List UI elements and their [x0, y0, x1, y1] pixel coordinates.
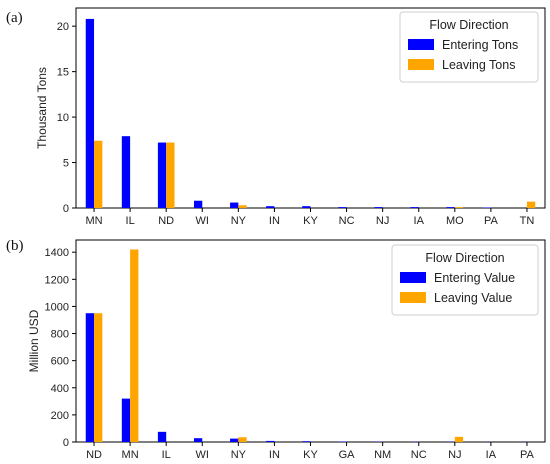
bar-entering-il — [121, 136, 131, 208]
bar-leaving-mo — [454, 207, 464, 208]
chart-layer: 0 5 10 15 20 Thousand Tons MN IL ND WI NY IN KY NC NJ I… — [27, 7, 546, 461]
bar-leaving-mn — [130, 249, 139, 442]
y-tick-label: 800 — [51, 329, 69, 341]
legend: Flow Direction Entering Value Leaving Valu… — [391, 244, 539, 316]
legend-swatch-entering — [408, 39, 434, 50]
bar-entering-in — [266, 206, 275, 208]
y-tick-label: 10 — [57, 112, 69, 124]
bar-leaving-ny — [238, 437, 247, 442]
bar-leaving-mn — [94, 140, 103, 208]
bar-entering-nc — [338, 207, 347, 208]
y-tick-label: 600 — [51, 356, 69, 368]
bar-entering-ny — [230, 202, 239, 208]
x-tick-label: IA — [414, 215, 425, 227]
legend-box — [399, 11, 539, 83]
y-tick-label: 1000 — [45, 301, 69, 313]
x-tick-label: GA — [339, 449, 356, 461]
bar-entering-ny — [230, 438, 239, 442]
legend-swatch-leaving — [400, 292, 426, 303]
x-tick-label: IL — [162, 449, 171, 461]
legend-entry-leaving: Leaving Value — [434, 291, 512, 305]
legend-swatch-leaving — [408, 59, 434, 70]
bar-leaving-nd — [166, 142, 175, 208]
x-tick-label: IN — [269, 449, 280, 461]
x-tick-label: IA — [486, 449, 497, 461]
chart-panel-a: 0 5 10 15 20 Thousand Tons MN IL ND WI NY IN KY NC NJ I… — [35, 7, 546, 227]
x-tick-label: PA — [520, 449, 535, 461]
x-tick-label: MN — [85, 215, 102, 227]
y-tick-label: 1400 — [45, 247, 69, 259]
x-tick-label: KY — [303, 215, 318, 227]
bar-entering-nj — [374, 207, 383, 208]
legend-title: Flow Direction — [429, 18, 508, 32]
x-tick-label: PA — [484, 215, 499, 227]
bar-entering-nd — [85, 313, 95, 442]
y-tick-label: 15 — [57, 67, 69, 79]
x-tick-label: WI — [196, 449, 209, 461]
legend-entry-entering: Entering Value — [434, 271, 515, 285]
bar-entering-ky — [302, 206, 311, 208]
legend-swatch-entering — [400, 272, 426, 283]
y-tick-label: 1200 — [45, 274, 69, 286]
y-axis-label: Million USD — [27, 309, 41, 372]
y-tick-label: 400 — [51, 383, 69, 395]
bar-entering-wi — [193, 438, 203, 442]
x-tick-label: NY — [231, 449, 247, 461]
bar-entering-ky — [302, 441, 311, 442]
x-tick-label: ND — [86, 449, 102, 461]
legend-title: Flow Direction — [425, 251, 504, 265]
x-tick-label: NM — [374, 449, 391, 461]
x-tick-label: NC — [339, 215, 355, 227]
x-tick-label: NJ — [376, 215, 389, 227]
legend: Flow Direction Entering Tons Leaving Tons — [399, 11, 539, 83]
x-tick-label: MO — [446, 215, 464, 227]
chart-panel-b: 0 200 400 600 800 1000 1200 1400 Million USD ND MN… — [27, 239, 546, 461]
x-tick-label: NJ — [448, 449, 461, 461]
legend-box — [391, 244, 539, 316]
bar-leaving-nd — [94, 313, 103, 442]
panel-label-b: (b) — [6, 238, 24, 254]
bar-entering-nd — [157, 142, 167, 208]
legend-entry-leaving: Leaving Tons — [442, 58, 515, 72]
x-tick-label: TN — [520, 215, 535, 227]
legend-entry-entering: Entering Tons — [442, 38, 518, 52]
y-tick-label: 200 — [51, 410, 69, 422]
bar-entering-mo — [446, 207, 455, 208]
y-tick-label: 20 — [57, 21, 69, 33]
bar-leaving-ny — [238, 205, 247, 208]
bar-entering-wi — [193, 200, 203, 208]
x-tick-label: NY — [231, 215, 247, 227]
x-tick-label: IN — [269, 215, 280, 227]
x-tick-label: WI — [196, 215, 209, 227]
y-axis-label: Thousand Tons — [35, 67, 49, 149]
bar-entering-mn — [85, 18, 95, 209]
bar-entering-il — [157, 431, 167, 442]
x-tick-label: ND — [158, 215, 174, 227]
bar-entering-ia — [410, 207, 419, 208]
x-tick-label: KY — [303, 449, 318, 461]
bar-entering-in — [266, 440, 275, 442]
bar-entering-mn — [121, 398, 131, 442]
y-tick-label: 5 — [63, 158, 69, 170]
bar-leaving-tn — [526, 201, 536, 208]
x-tick-label: MN — [122, 449, 139, 461]
bar-leaving-nj — [454, 436, 464, 442]
y-tick-label: 0 — [63, 203, 69, 215]
x-tick-label: IL — [126, 215, 135, 227]
panel-label-a: (a) — [6, 10, 23, 26]
y-tick-label: 0 — [63, 437, 69, 449]
x-tick-label: NC — [411, 449, 427, 461]
